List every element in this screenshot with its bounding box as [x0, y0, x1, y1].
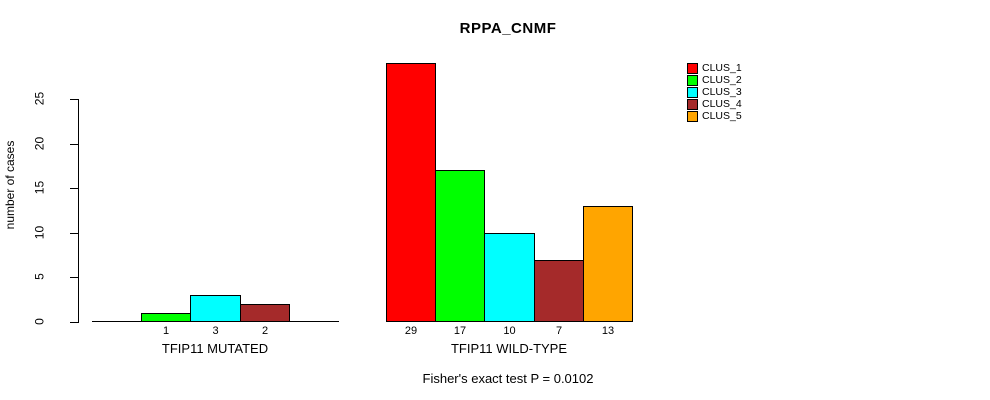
bar-value-label: 17 [453, 325, 467, 337]
legend-color-swatch-clus_5 [687, 111, 698, 122]
y-tick-label: 20 [32, 136, 47, 151]
annotation-fisher-test: Fisher's exact test P = 0.0102 [422, 371, 594, 386]
y-axis-line [78, 99, 79, 323]
bar-value-label: 10 [503, 325, 516, 337]
bar-clus_3 [190, 295, 241, 322]
legend-color-swatch-clus_3 [687, 87, 698, 98]
y-tick-label: 5 [32, 273, 47, 280]
legend-item-label: CLUS_2 [702, 74, 742, 86]
group-label-2: TFIP11 WILD-TYPE [450, 341, 568, 356]
bar-value-label: 13 [601, 325, 615, 337]
legend-item-label: CLUS_5 [702, 110, 742, 122]
y-tick-label: 25 [32, 91, 47, 106]
legend-color-swatch-clus_4 [687, 99, 698, 110]
bar-clus_5 [583, 206, 633, 322]
bar-clus_4 [534, 260, 584, 322]
bar-clus_3 [484, 233, 535, 322]
bar-value-label: 7 [555, 325, 563, 337]
bar-value-label: 3 [212, 325, 219, 337]
bar-clus_4 [240, 304, 290, 322]
chart-title: RPPA_CNMF [459, 20, 557, 37]
legend-item: CLUS_5 [687, 111, 742, 122]
y-tick-label: 10 [32, 225, 47, 240]
y-axis-tick [70, 144, 78, 145]
legend: CLUS_1 CLUS_2 CLUS_3 CLUS_4 CLUS_5 [687, 63, 742, 123]
legend-item-label: CLUS_4 [702, 98, 742, 110]
bar-value-label: 29 [404, 325, 418, 337]
bar-clus_1 [386, 63, 436, 322]
y-tick-label: 15 [32, 180, 47, 195]
y-tick-label: 0 [32, 318, 47, 325]
y-axis-tick [70, 277, 78, 278]
legend-item-label: CLUS_1 [702, 62, 742, 74]
y-axis-tick [70, 233, 78, 234]
bar-clus_2 [435, 170, 485, 322]
legend-item: CLUS_4 [687, 99, 742, 110]
group-label-1: TFIP11 MUTATED [161, 341, 269, 356]
legend-item-label: CLUS_3 [702, 86, 742, 98]
bar-value-label: 2 [261, 325, 269, 337]
legend-item: CLUS_1 [687, 63, 742, 74]
y-axis-tick [70, 188, 78, 189]
legend-color-swatch-clus_2 [687, 75, 698, 86]
y-axis-tick [70, 99, 78, 100]
legend-item: CLUS_2 [687, 75, 742, 86]
legend-color-swatch-clus_1 [687, 63, 698, 74]
y-axis-label: number of cases [3, 140, 17, 230]
legend-item: CLUS_3 [687, 87, 742, 98]
y-axis-tick [70, 322, 78, 323]
bar-value-label: 1 [162, 325, 170, 337]
bar-clus_2 [141, 313, 191, 322]
